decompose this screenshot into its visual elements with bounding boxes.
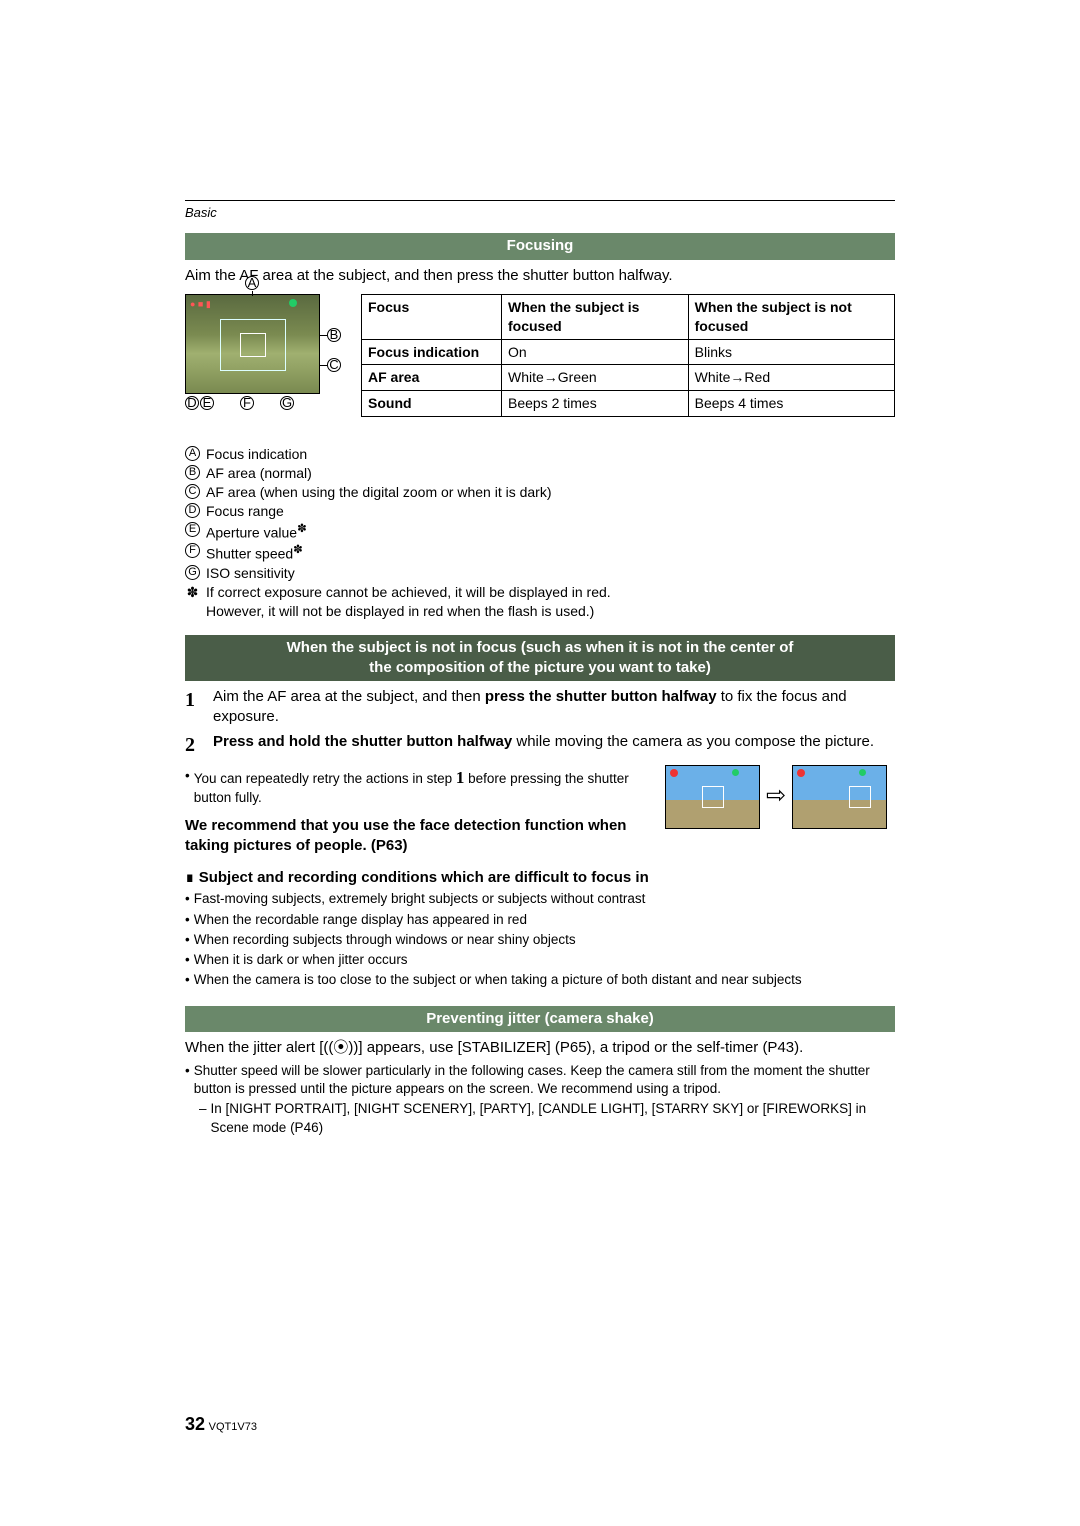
cell: White→Red bbox=[688, 365, 894, 391]
legend-f: Shutter speed✽ bbox=[206, 542, 303, 564]
legend-star-icon: ✽ bbox=[185, 583, 200, 621]
th-notfocused: When the subject is not focused bbox=[688, 294, 894, 339]
th-focused: When the subject is focused bbox=[502, 294, 689, 339]
top-rule: Basic bbox=[185, 200, 895, 223]
example-photo: ● ■ ▮ bbox=[185, 294, 320, 394]
focus-table: Focus When the subject is focused When t… bbox=[361, 294, 895, 417]
cell: Focus indication bbox=[362, 339, 502, 365]
cell: White→Green bbox=[502, 365, 689, 391]
legend-e: Aperture value✽ bbox=[206, 521, 307, 543]
legend-a: Focus indication bbox=[206, 445, 307, 464]
section-notfocus-bar: When the subject is not in focus (such a… bbox=[185, 635, 895, 682]
cell: Beeps 4 times bbox=[688, 391, 894, 417]
jitter-note-1: •Shutter speed will be slower particular… bbox=[185, 1062, 895, 1098]
callout-g: G bbox=[280, 396, 294, 410]
callout-f: F bbox=[240, 396, 254, 410]
table-row: Focus When the subject is focused When t… bbox=[362, 294, 895, 339]
callout-e: E bbox=[200, 396, 214, 410]
legend-note: If correct exposure cannot be achieved, … bbox=[206, 583, 611, 621]
callout-c: C bbox=[327, 358, 341, 372]
legend-marker-d: D bbox=[185, 503, 200, 518]
example-photo-block: ● ■ ▮ A B C D E F G bbox=[185, 294, 345, 414]
step-note-1: • You can repeatedly retry the actions i… bbox=[185, 767, 653, 808]
recommendation: We recommend that you use the face detec… bbox=[185, 817, 626, 854]
step-2: 2 Press and hold the shutter button half… bbox=[185, 732, 895, 759]
page-footer: 32 VQT1V73 bbox=[185, 1412, 257, 1436]
category-label: Basic bbox=[185, 205, 217, 220]
section-focusing-bar: Focusing bbox=[185, 233, 895, 259]
callout-d: D bbox=[185, 396, 199, 410]
difficult-item: •When the recordable range display has a… bbox=[185, 911, 895, 929]
page-number: 32 bbox=[185, 1414, 205, 1434]
section-jitter-bar: Preventing jitter (camera shake) bbox=[185, 1006, 895, 1032]
cell: Sound bbox=[362, 391, 502, 417]
legend-d: Focus range bbox=[206, 502, 284, 521]
legend-list: A Focus indication B AF area (normal) C AF … bbox=[185, 445, 895, 620]
doc-code: VQT1V73 bbox=[209, 1421, 257, 1433]
difficult-item: •Fast-moving subjects, extremely bright … bbox=[185, 890, 895, 908]
difficult-item: •When it is dark or when jitter occurs bbox=[185, 951, 895, 969]
callout-a: A bbox=[245, 276, 259, 290]
cell: Beeps 2 times bbox=[502, 391, 689, 417]
legend-marker-g: G bbox=[185, 565, 200, 580]
legend-c: AF area (when using the digital zoom or … bbox=[206, 483, 552, 502]
difficult-item: •When recording subjects through windows… bbox=[185, 931, 895, 949]
jitter-intro: When the jitter alert [((⦿))] appears, u… bbox=[185, 1038, 895, 1058]
difficult-item: •When the camera is too close to the sub… bbox=[185, 971, 895, 989]
step-1: 1 Aim the AF area at the subject, and th… bbox=[185, 687, 895, 728]
cell: Blinks bbox=[688, 339, 894, 365]
recompose-illustration: ⇨ bbox=[665, 765, 895, 829]
cell: On bbox=[502, 339, 689, 365]
jitter-note-2: –In [NIGHT PORTRAIT], [NIGHT SCENERY], [… bbox=[185, 1100, 895, 1136]
legend-marker-f: F bbox=[185, 543, 200, 558]
jitter-alert-icon: ((⦿)) bbox=[323, 1039, 358, 1056]
legend-b: AF area (normal) bbox=[206, 464, 312, 483]
focusing-intro: Aim the AF area at the subject, and then… bbox=[185, 266, 895, 286]
legend-g: ISO sensitivity bbox=[206, 564, 295, 583]
table-row: Sound Beeps 2 times Beeps 4 times bbox=[362, 391, 895, 417]
table-row: Focus indication On Blinks bbox=[362, 339, 895, 365]
difficult-heading: ∎ Subject and recording conditions which… bbox=[185, 868, 895, 888]
cell: AF area bbox=[362, 365, 502, 391]
table-row: AF area White→Green White→Red bbox=[362, 365, 895, 391]
legend-marker-a: A bbox=[185, 446, 200, 461]
callout-b: B bbox=[327, 328, 341, 342]
legend-marker-c: C bbox=[185, 484, 200, 499]
th-focus: Focus bbox=[362, 294, 502, 339]
legend-marker-b: B bbox=[185, 465, 200, 480]
legend-marker-e: E bbox=[185, 522, 200, 537]
arrow-icon: ⇨ bbox=[766, 780, 786, 812]
